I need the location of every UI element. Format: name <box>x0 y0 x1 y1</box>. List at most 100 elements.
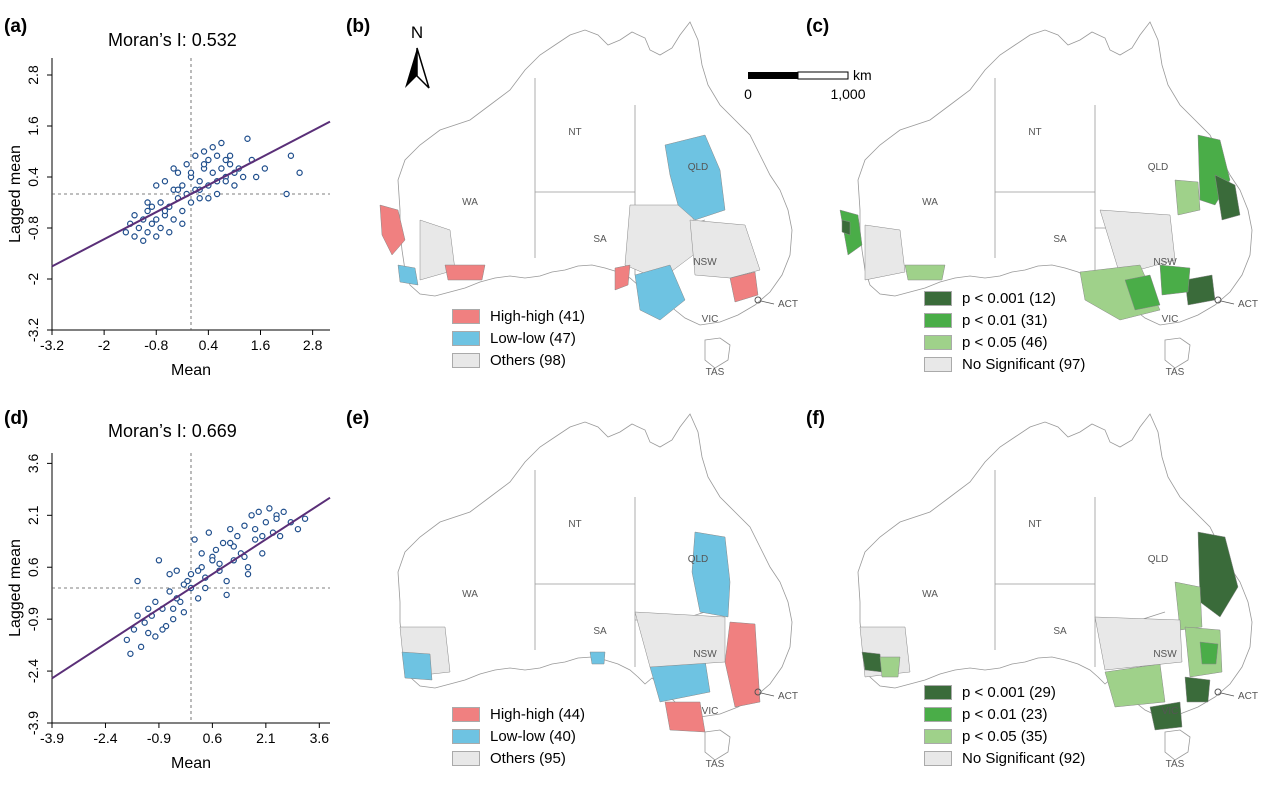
regression-line <box>51 120 331 268</box>
north-arrow-icon: N <box>405 23 430 89</box>
region-label-nsw: NSW <box>1153 649 1177 660</box>
data-point <box>153 182 160 189</box>
scale-bar-unit: km <box>853 67 872 83</box>
legend-item-p01: p < 0.01 (23) <box>924 703 1085 725</box>
y-tick-label: -2 <box>25 273 41 286</box>
data-point <box>198 550 205 557</box>
data-point <box>179 182 186 189</box>
act-leader <box>1220 692 1235 697</box>
act-leader <box>760 692 775 697</box>
panel-label-a: (a) <box>4 16 28 37</box>
scale-bar-end: 1,000 <box>830 86 865 102</box>
region-high-high <box>729 271 759 303</box>
region-label-nt: NT <box>568 519 581 530</box>
regression-line <box>51 496 331 680</box>
data-point <box>241 522 248 529</box>
data-point <box>213 152 221 159</box>
legend-item-not-significant: No Significant (92) <box>924 747 1085 769</box>
region-not-significant <box>1099 209 1176 276</box>
region-high-high <box>664 701 706 733</box>
region-low-low <box>589 651 606 665</box>
data-point <box>218 165 225 172</box>
tasmania-outline <box>704 729 731 761</box>
data-point <box>301 515 309 522</box>
data-point <box>187 570 195 578</box>
tasmania-outline <box>1164 729 1191 761</box>
data-point <box>152 633 159 640</box>
region-label-sa: SA <box>1053 626 1067 637</box>
data-point <box>222 178 229 185</box>
data-point <box>144 229 151 236</box>
y-tick-label: -3.2 <box>25 318 41 342</box>
data-point <box>296 169 303 176</box>
y-tick-label: 1.6 <box>25 116 41 136</box>
data-point <box>145 629 152 637</box>
data-point <box>134 612 141 619</box>
region-label-qld: QLD <box>1148 554 1169 565</box>
data-point <box>183 161 190 168</box>
data-point <box>234 532 241 540</box>
legend-item-low-low: Low-low (40) <box>452 725 585 747</box>
legend-item-p05: p < 0.05 (46) <box>924 331 1085 353</box>
data-point <box>287 152 295 159</box>
data-point <box>251 525 259 533</box>
data-point <box>227 539 234 547</box>
y-axis-label: Lagged mean <box>7 539 24 637</box>
data-point <box>131 212 138 219</box>
data-point <box>166 229 173 236</box>
data-point <box>222 156 229 164</box>
x-tick-label: -3.9 <box>40 730 64 746</box>
y-tick-label: -0.8 <box>25 216 41 240</box>
region-p01 <box>1124 274 1161 311</box>
act-marker <box>754 296 762 304</box>
region-label-nt: NT <box>568 127 581 138</box>
panel-label-e: (e) <box>346 408 370 429</box>
region-label-act: ACT <box>1238 299 1258 310</box>
data-point <box>173 567 180 574</box>
region-low-low <box>397 264 419 286</box>
legend-e: High-high (44) Low-low (40) Others (95) <box>452 703 585 769</box>
region-label-sa: SA <box>593 626 607 637</box>
region-low-low <box>664 134 726 221</box>
panel-label-c: (c) <box>806 16 830 37</box>
x-tick-label: -0.8 <box>144 337 168 353</box>
x-tick-label: -2 <box>98 337 111 353</box>
panel-label-d: (d) <box>4 408 29 429</box>
data-point <box>187 199 195 206</box>
region-label-nsw: NSW <box>693 257 717 268</box>
data-point <box>231 182 238 189</box>
y-tick-label: 0.6 <box>25 557 41 577</box>
region-p05 <box>1174 581 1203 631</box>
region-high-high <box>614 264 631 291</box>
scale-bar-start: 0 <box>744 86 752 102</box>
data-point <box>200 148 208 155</box>
data-point <box>144 207 151 215</box>
data-point <box>192 152 199 159</box>
x-tick-label: 0.4 <box>199 337 219 353</box>
region-label-sa: SA <box>1053 234 1067 245</box>
lisa-significance-map-c: NT WA QLD SA NSW VIC TAS ACT <box>839 21 1258 378</box>
act-marker <box>754 688 762 696</box>
region-p001 <box>1214 174 1241 221</box>
data-point <box>227 525 234 533</box>
region-label-sa: SA <box>593 234 607 245</box>
region-label-vic: VIC <box>1162 314 1179 325</box>
australia-map: NT WA QLD SA NSW VIC TAS ACT <box>379 21 798 378</box>
data-point <box>255 508 262 516</box>
data-point <box>223 591 230 599</box>
region-label-wa: WA <box>922 589 938 600</box>
data-point <box>174 186 182 193</box>
data-point <box>157 199 164 206</box>
region-label-nsw: NSW <box>693 649 717 660</box>
data-point <box>252 173 260 181</box>
data-point <box>259 550 266 557</box>
legend-item-p05: p < 0.05 (35) <box>924 725 1085 747</box>
data-point <box>152 598 159 606</box>
data-point <box>174 169 182 176</box>
region-label-wa: WA <box>462 197 478 208</box>
act-marker <box>1214 296 1222 304</box>
data-point <box>144 199 151 206</box>
y-tick-label: 3.6 <box>25 453 41 473</box>
data-point <box>196 195 203 202</box>
panel-label-f: (f) <box>806 408 825 429</box>
